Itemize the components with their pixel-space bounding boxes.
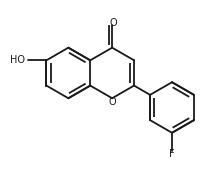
Text: HO: HO bbox=[10, 55, 25, 65]
Text: F: F bbox=[169, 149, 175, 159]
Text: O: O bbox=[109, 17, 117, 28]
Text: O: O bbox=[109, 97, 116, 107]
